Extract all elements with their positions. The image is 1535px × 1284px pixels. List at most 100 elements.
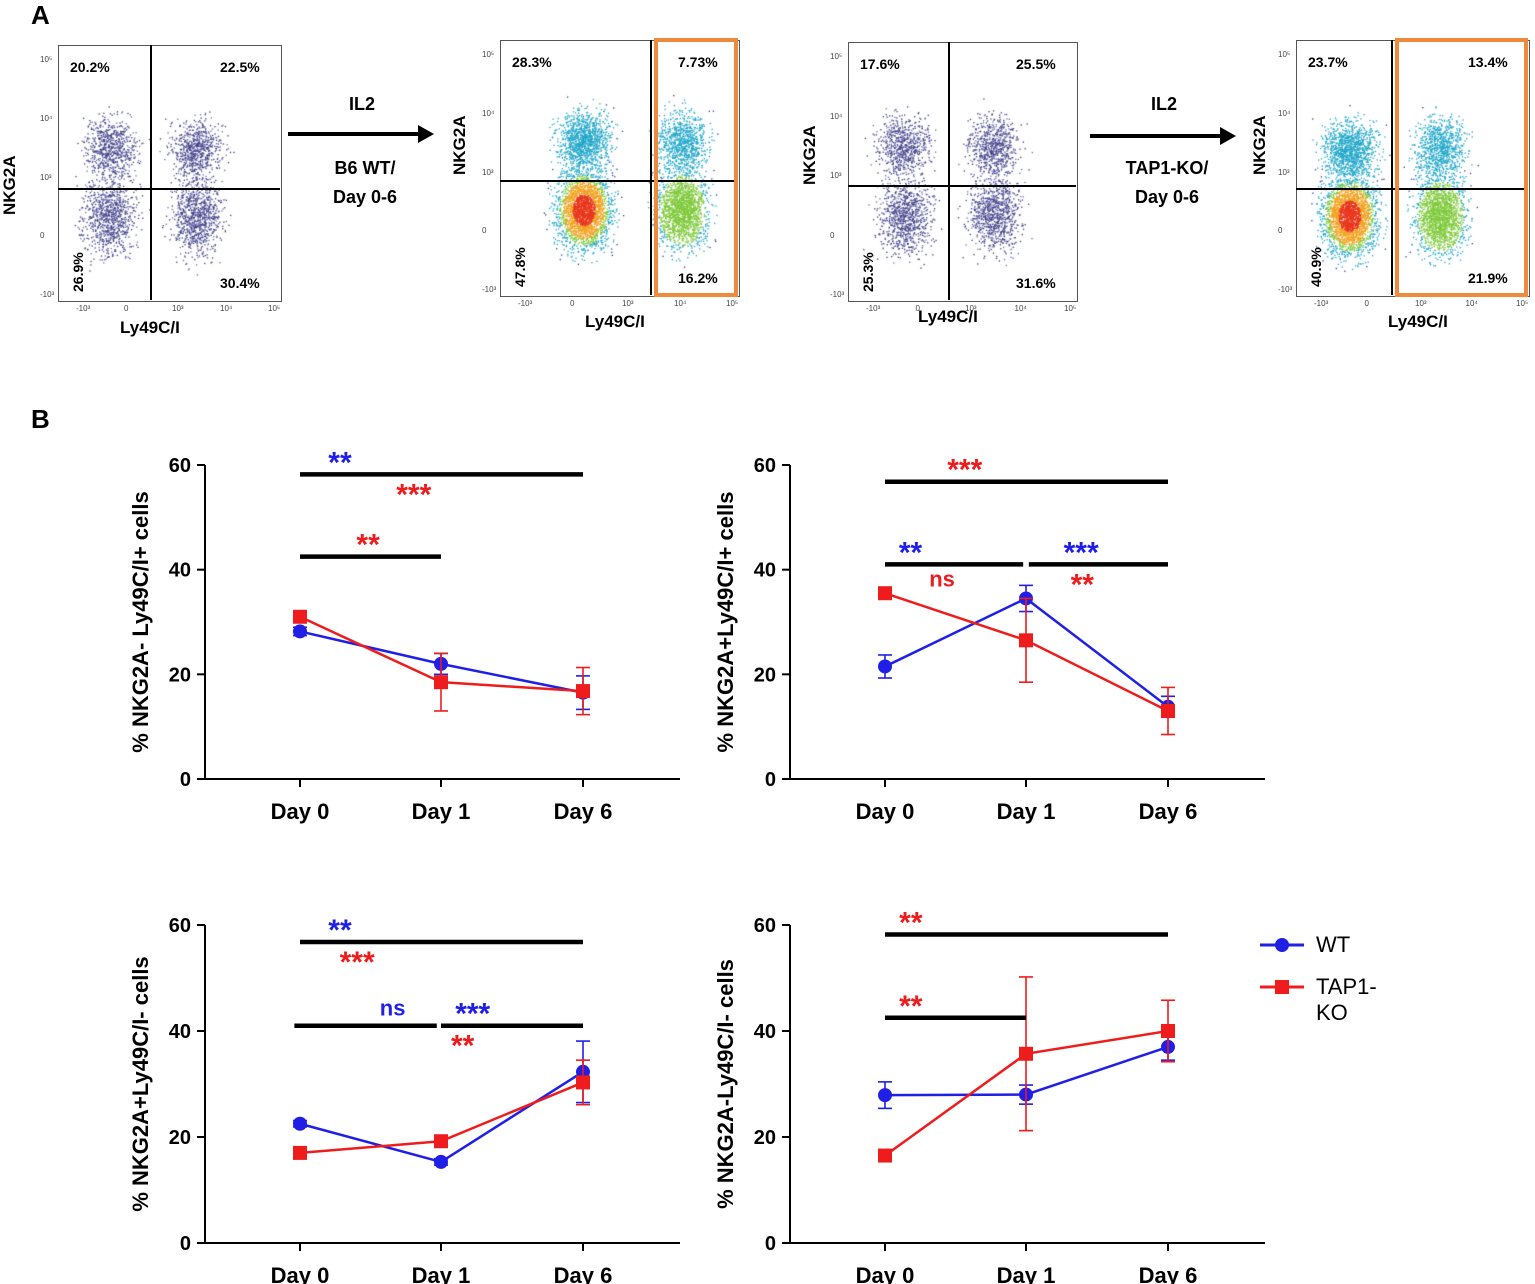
significance-label: *** [340, 946, 375, 979]
y-tick-label: 60 [754, 915, 776, 937]
significance-label: ** [1071, 568, 1095, 601]
flow-y-tick: -10³ [40, 290, 54, 299]
legend-label-ko: TAP1-KO [1316, 974, 1377, 1026]
y-axis-label: % NKG2A-Ly49C/I- cells [713, 959, 738, 1209]
y-axis-label: % NKG2A+Ly49C/I+ cells [713, 492, 738, 753]
arrow-head-icon [1220, 127, 1236, 145]
highlight-gate-box [654, 38, 738, 297]
flow-plot-wt-day0: 20.2% 22.5% 30.4% 26.9% NKG2A Ly49C/I 10⁵ 10⁴ 10… [0, 30, 300, 350]
line-chart-nkg2a-neg-ly49-neg: 0 20 40 60 Day 0 Day 1 Day 6 % NKG2A-Ly49C/I- c… [695, 900, 1295, 1270]
significance-label: ns [929, 566, 955, 591]
arrow-shaft [1090, 134, 1220, 138]
flow-y-tick: 10⁵ [830, 52, 842, 61]
flow-y-tick: -10³ [830, 290, 844, 299]
flow-y-tick: 10⁵ [482, 50, 494, 59]
quadrant-percent-q-ul: 20.2% [70, 59, 110, 75]
flow-y-tick: 0 [482, 226, 486, 235]
flow-x-tick: 10³ [172, 304, 184, 313]
data-point-tap1-ko [434, 675, 448, 689]
quadrant-percent-q-ul: 28.3% [512, 54, 552, 70]
legend-label-wt: WT [1316, 932, 1350, 958]
flow-x-tick: 10³ [1415, 299, 1427, 308]
quadrant-percent-q-lr: 16.2% [678, 270, 718, 286]
flow-x-tick: 10⁵ [268, 304, 280, 313]
y-tick-label: 60 [169, 455, 191, 477]
circle-marker-icon [1258, 930, 1308, 960]
y-tick-label: 40 [754, 560, 776, 582]
arrow-label-top: IL2 [330, 94, 394, 115]
flow-x-tick: -10³ [866, 304, 880, 313]
x-tick-label: Day 0 [856, 799, 915, 824]
data-point-wt [434, 1155, 448, 1169]
quadrant-percent-q-ll: 26.9% [70, 252, 86, 292]
flow-y-tick: 10³ [40, 173, 52, 182]
square-marker-icon [1258, 972, 1308, 1002]
arrow-head-icon [418, 125, 434, 143]
significance-label: *** [396, 478, 431, 511]
line-chart-nkg2a-neg-ly49-pos: 0204060Day 0 Day 1 Day 6% NKG2A- Ly49C/I+ … [110, 440, 710, 860]
flow-x-tick: 0 [916, 304, 920, 313]
quadrant-gate-vertical [948, 42, 950, 300]
flow-y-axis-label: NKG2A [1250, 115, 1270, 175]
x-tick-label: Day 1 [997, 1263, 1056, 1284]
flow-x-axis-label: Ly49C/I [585, 312, 645, 332]
x-tick-label: Day 6 [554, 1263, 613, 1284]
quadrant-percent-q-ll: 25.3% [860, 252, 876, 292]
arrow-label-strain: TAP1-KO/ [1108, 158, 1226, 179]
quadrant-gate-vertical [650, 40, 652, 295]
flow-x-tick: 10³ [622, 299, 634, 308]
flow-x-tick: 10⁵ [726, 299, 738, 308]
flow-y-tick: 10³ [1278, 168, 1290, 177]
flow-y-tick: -10³ [1278, 285, 1292, 294]
y-tick-label: 40 [169, 560, 191, 582]
flow-x-tick: 0 [1365, 299, 1369, 308]
data-point-wt [293, 1117, 307, 1131]
flow-x-tick: 10⁴ [674, 299, 686, 308]
significance-label: ** [451, 1030, 475, 1063]
y-tick-label: 20 [754, 1127, 776, 1149]
data-point-tap1-ko [878, 586, 892, 600]
y-tick-label: 60 [754, 455, 776, 477]
y-axis-label: % NKG2A+Ly49C/I- cells [128, 956, 153, 1211]
flow-y-tick: 10⁵ [40, 55, 52, 64]
data-point-tap1-ko [1161, 704, 1175, 718]
data-point-wt [293, 624, 307, 638]
arrow-label-strain: B6 WT/ [310, 158, 420, 179]
quadrant-percent-q-ur: 22.5% [220, 59, 260, 75]
event-density-dots [59, 46, 281, 301]
quadrant-percent-q-ll: 47.8% [512, 247, 528, 287]
significance-label: ** [328, 446, 352, 479]
flow-y-tick: 0 [830, 231, 834, 240]
flow-x-tick: 0 [570, 299, 574, 308]
quadrant-percent-q-ul: 17.6% [860, 56, 900, 72]
quadrant-gate-vertical [1391, 40, 1393, 295]
quadrant-percent-q-lr: 21.9% [1468, 270, 1508, 286]
y-tick-label: 0 [180, 769, 191, 791]
line-chart-nkg2a-pos-ly49-pos: 0 20 40 60 Day 0 Day 1 Day 6 % NKG2A+Ly49C/I+ c… [695, 440, 1295, 860]
data-point-wt [878, 1088, 892, 1102]
flow-x-tick: 10⁵ [1064, 304, 1076, 313]
flow-y-axis-label: NKG2A [450, 115, 470, 175]
data-point-wt [878, 659, 892, 673]
flow-y-tick: 10³ [830, 171, 842, 180]
significance-label: ** [356, 529, 380, 562]
flow-plot-ko-day6: 23.7% 13.4% 21.9% 40.9% NKG2A Ly49C/I 10⁵ 10⁴ 10… [1250, 20, 1535, 340]
arrow-label-top: IL2 [1132, 94, 1196, 115]
arrow-label-days: Day 0-6 [1108, 187, 1226, 208]
flow-y-axis-label: NKG2A [800, 125, 820, 185]
x-tick-label: Day 6 [1139, 1263, 1198, 1284]
quadrant-percent-q-ur: 13.4% [1468, 54, 1508, 70]
flow-y-tick: 10⁵ [1278, 50, 1290, 59]
flow-x-tick: 10⁵ [1516, 299, 1528, 308]
significance-label: *** [455, 998, 490, 1031]
significance-label: *** [1064, 536, 1099, 569]
flow-x-tick: 10⁴ [1015, 304, 1027, 313]
y-tick-label: 20 [169, 664, 191, 686]
quadrant-percent-q-lr: 30.4% [220, 275, 260, 291]
quadrant-gate-vertical [150, 45, 152, 300]
event-density-dots [849, 43, 1077, 301]
flow-y-tick: 10³ [482, 168, 494, 177]
x-tick-label: Day 6 [1139, 799, 1198, 824]
data-point-tap1-ko [293, 610, 307, 624]
y-axis-label: % NKG2A- Ly49C/I+ cells [128, 491, 153, 752]
